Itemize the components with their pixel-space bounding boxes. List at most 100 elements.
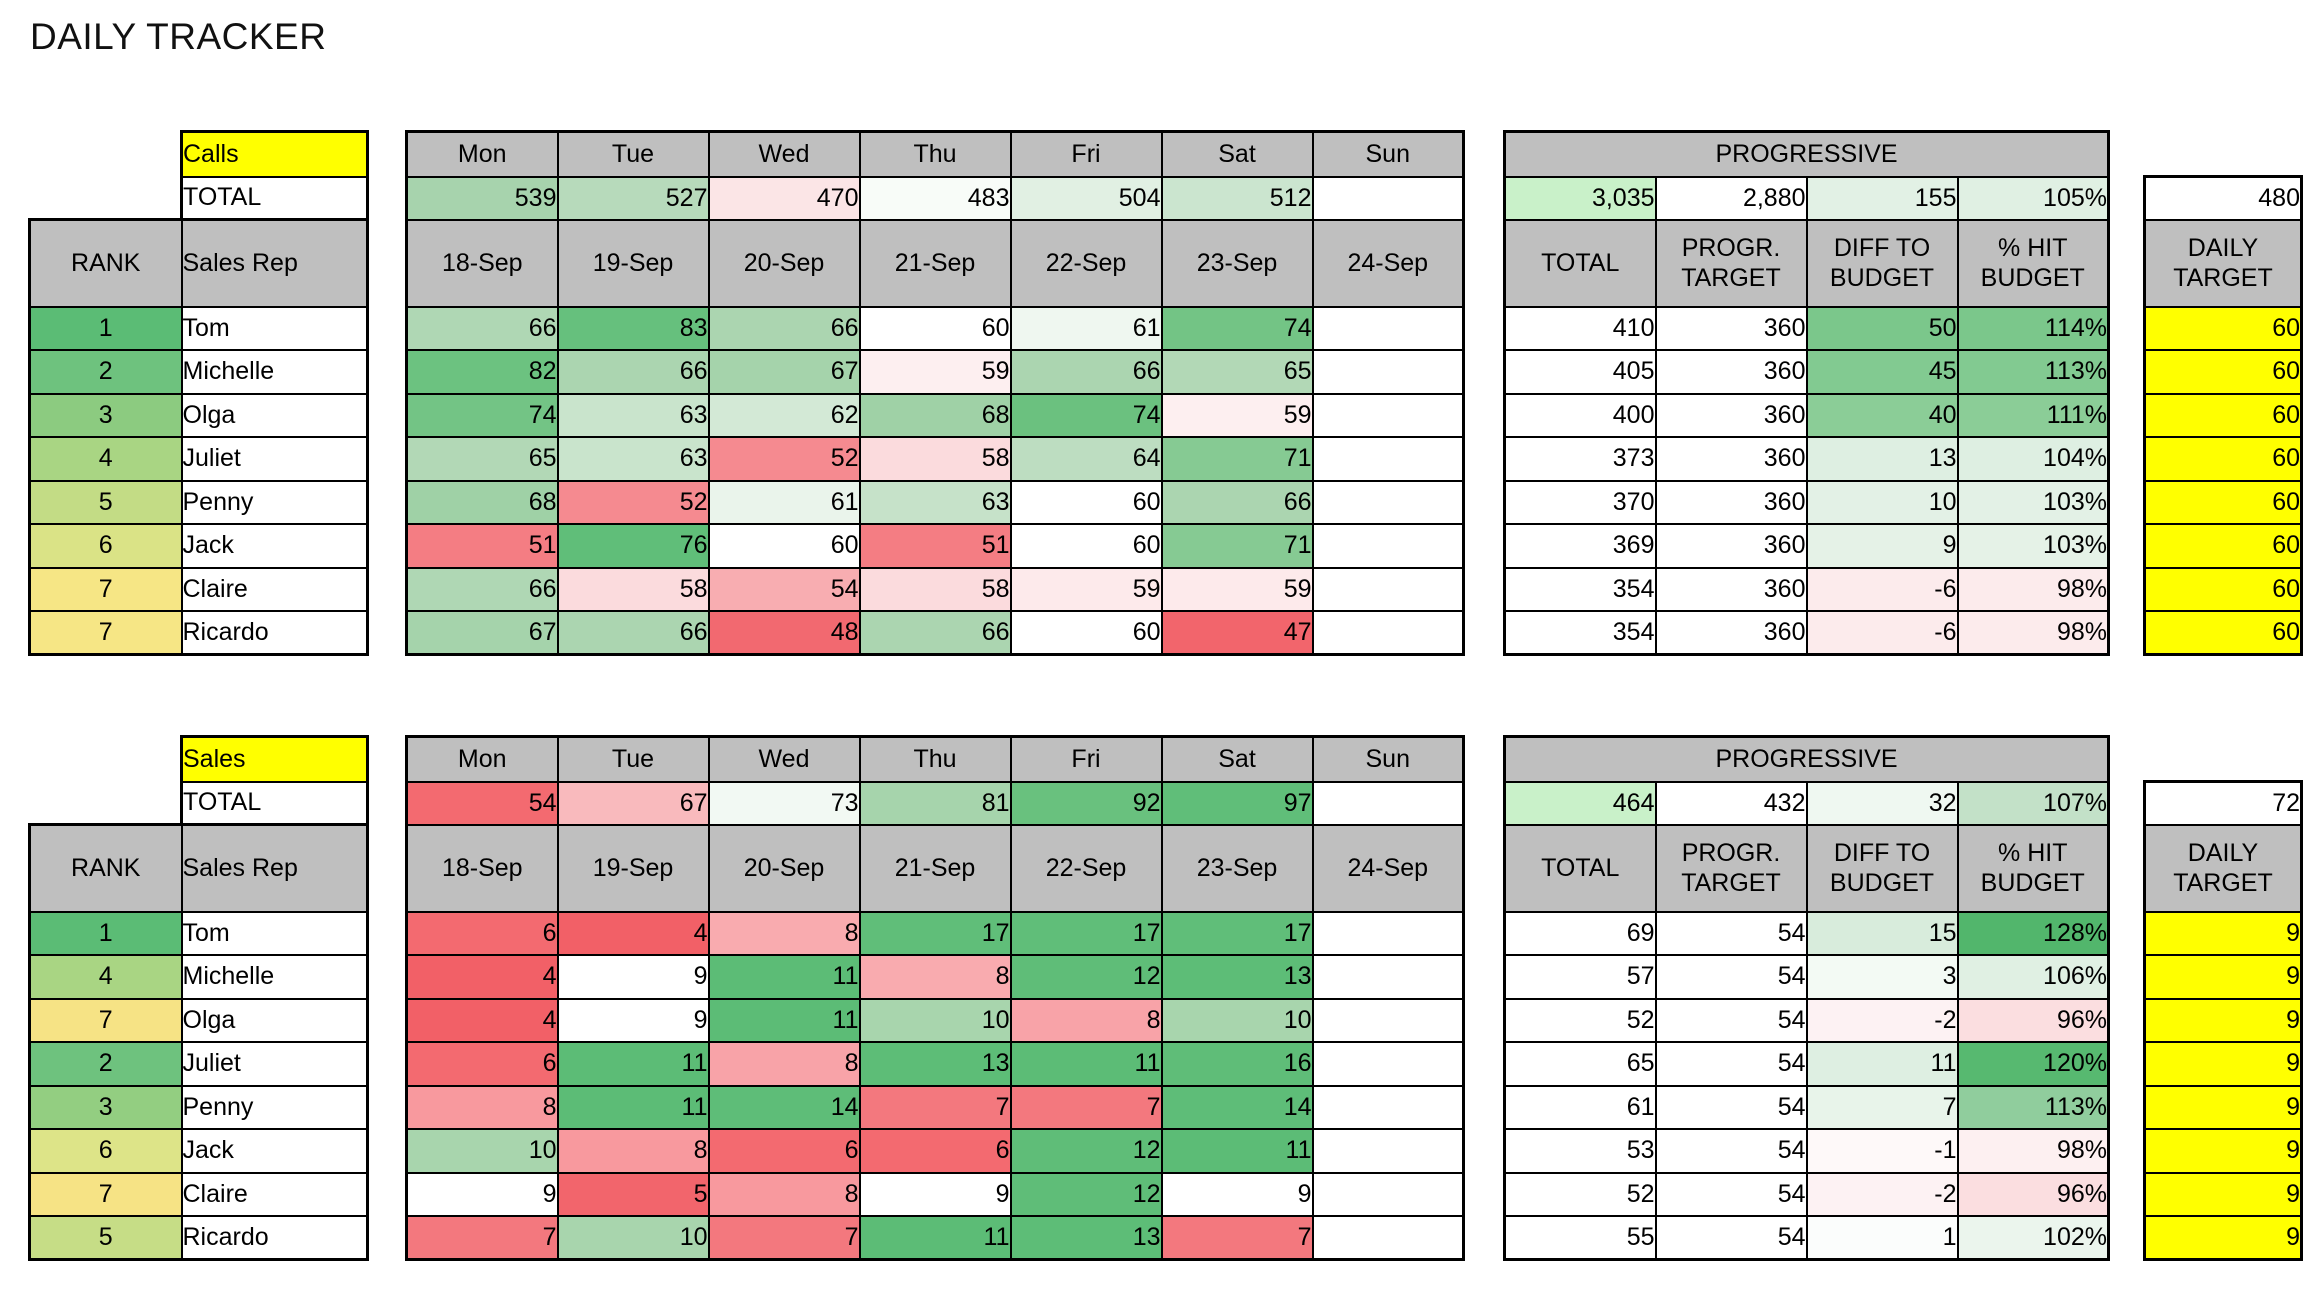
day-value-cell[interactable]: 11: [858, 1215, 1012, 1261]
date-header-cell[interactable]: 23-Sep: [1160, 218, 1314, 308]
daily-target-cell[interactable]: 60: [2143, 610, 2303, 656]
progressive-value-cell[interactable]: 10: [1805, 479, 1959, 525]
day-header-cell[interactable]: Thu: [858, 735, 1012, 783]
day-value-cell[interactable]: 66: [1160, 479, 1314, 525]
rank-cell[interactable]: 7: [28, 610, 183, 656]
day-value-cell[interactable]: [1311, 997, 1465, 1043]
day-value-cell[interactable]: 61: [1009, 305, 1163, 351]
progressive-value-cell[interactable]: 3: [1805, 954, 1959, 1000]
day-value-cell[interactable]: 14: [707, 1084, 861, 1130]
day-value-cell[interactable]: 76: [556, 523, 710, 569]
daily-target-cell[interactable]: 9: [2143, 954, 2303, 1000]
progressive-value-cell[interactable]: 53: [1503, 1128, 1657, 1174]
day-value-cell[interactable]: 7: [405, 1215, 559, 1261]
day-total-cell[interactable]: 512: [1160, 175, 1314, 221]
day-total-cell[interactable]: 81: [858, 780, 1012, 826]
progressive-total-cell[interactable]: 2,880: [1654, 175, 1808, 221]
progressive-header-cell[interactable]: DIFF TO BUDGET: [1805, 218, 1959, 308]
rank-cell[interactable]: 5: [28, 479, 183, 525]
rep-cell[interactable]: Jack: [180, 523, 369, 569]
date-header-cell[interactable]: 22-Sep: [1009, 823, 1163, 913]
day-value-cell[interactable]: 63: [556, 436, 710, 482]
date-header-cell[interactable]: 21-Sep: [858, 218, 1012, 308]
date-header-cell[interactable]: 20-Sep: [707, 218, 861, 308]
day-value-cell[interactable]: 59: [858, 349, 1012, 395]
day-total-cell[interactable]: 54: [405, 780, 559, 826]
day-value-cell[interactable]: 8: [858, 954, 1012, 1000]
day-value-cell[interactable]: 11: [1009, 1041, 1163, 1087]
day-value-cell[interactable]: 74: [1009, 392, 1163, 438]
day-value-cell[interactable]: 16: [1160, 1041, 1314, 1087]
day-value-cell[interactable]: 8: [1009, 997, 1163, 1043]
daily-target-cell[interactable]: 9: [2143, 1171, 2303, 1217]
progressive-value-cell[interactable]: 360: [1654, 523, 1808, 569]
day-total-cell[interactable]: 470: [707, 175, 861, 221]
progressive-value-cell[interactable]: 360: [1654, 479, 1808, 525]
day-value-cell[interactable]: 66: [556, 610, 710, 656]
progressive-value-cell[interactable]: 52: [1503, 1171, 1657, 1217]
day-value-cell[interactable]: 7: [858, 1084, 1012, 1130]
day-value-cell[interactable]: 83: [556, 305, 710, 351]
day-header-cell[interactable]: Sun: [1311, 735, 1465, 783]
rep-cell[interactable]: Olga: [180, 392, 369, 438]
day-value-cell[interactable]: 59: [1160, 566, 1314, 612]
rep-cell[interactable]: Penny: [180, 1084, 369, 1130]
progressive-value-cell[interactable]: 96%: [1956, 1171, 2110, 1217]
section-label[interactable]: Calls: [180, 130, 369, 178]
day-value-cell[interactable]: [1311, 392, 1465, 438]
progressive-value-cell[interactable]: 114%: [1956, 305, 2110, 351]
day-value-cell[interactable]: [1311, 479, 1465, 525]
progressive-value-cell[interactable]: 128%: [1956, 910, 2110, 956]
day-value-cell[interactable]: 4: [405, 954, 559, 1000]
day-value-cell[interactable]: 4: [556, 910, 710, 956]
progressive-value-cell[interactable]: 360: [1654, 436, 1808, 482]
progressive-value-cell[interactable]: 405: [1503, 349, 1657, 395]
day-header-cell[interactable]: Fri: [1009, 735, 1163, 783]
day-value-cell[interactable]: 12: [1009, 1171, 1163, 1217]
daily-target-cell[interactable]: 9: [2143, 997, 2303, 1043]
day-value-cell[interactable]: 64: [1009, 436, 1163, 482]
section-label[interactable]: Sales: [180, 735, 369, 783]
day-value-cell[interactable]: 66: [405, 305, 559, 351]
date-header-cell[interactable]: 24-Sep: [1311, 218, 1465, 308]
date-header-cell[interactable]: 21-Sep: [858, 823, 1012, 913]
day-value-cell[interactable]: 6: [707, 1128, 861, 1174]
rep-cell[interactable]: Tom: [180, 305, 369, 351]
daily-target-cell[interactable]: 9: [2143, 1041, 2303, 1087]
progressive-value-cell[interactable]: 103%: [1956, 523, 2110, 569]
day-total-cell[interactable]: 97: [1160, 780, 1314, 826]
day-value-cell[interactable]: 61: [707, 479, 861, 525]
daily-target-cell[interactable]: 9: [2143, 1128, 2303, 1174]
day-value-cell[interactable]: 10: [1160, 997, 1314, 1043]
rank-cell[interactable]: 1: [28, 910, 183, 956]
progressive-value-cell[interactable]: 370: [1503, 479, 1657, 525]
rep-cell[interactable]: Tom: [180, 910, 369, 956]
progressive-value-cell[interactable]: 40: [1805, 392, 1959, 438]
day-value-cell[interactable]: 66: [405, 566, 559, 612]
rank-cell[interactable]: 4: [28, 954, 183, 1000]
day-value-cell[interactable]: 14: [1160, 1084, 1314, 1130]
progressive-total-cell[interactable]: 3,035: [1503, 175, 1657, 221]
day-value-cell[interactable]: [1311, 1041, 1465, 1087]
day-value-cell[interactable]: 66: [858, 610, 1012, 656]
rep-header-cell[interactable]: Sales Rep: [180, 823, 369, 913]
day-value-cell[interactable]: 11: [556, 1084, 710, 1130]
rank-cell[interactable]: 3: [28, 1084, 183, 1130]
day-value-cell[interactable]: 11: [556, 1041, 710, 1087]
progressive-value-cell[interactable]: 13: [1805, 436, 1959, 482]
progressive-value-cell[interactable]: 410: [1503, 305, 1657, 351]
progressive-value-cell[interactable]: 15: [1805, 910, 1959, 956]
day-value-cell[interactable]: 65: [1160, 349, 1314, 395]
rank-header-cell[interactable]: RANK: [28, 218, 183, 308]
progressive-value-cell[interactable]: 354: [1503, 610, 1657, 656]
day-header-cell[interactable]: Mon: [405, 735, 559, 783]
day-value-cell[interactable]: 7: [1009, 1084, 1163, 1130]
daily-target-total-cell[interactable]: 72: [2143, 780, 2303, 826]
progressive-value-cell[interactable]: 360: [1654, 305, 1808, 351]
progressive-value-cell[interactable]: 98%: [1956, 610, 2110, 656]
progressive-value-cell[interactable]: 360: [1654, 566, 1808, 612]
day-value-cell[interactable]: 63: [858, 479, 1012, 525]
day-value-cell[interactable]: 8: [707, 1041, 861, 1087]
progressive-value-cell[interactable]: 7: [1805, 1084, 1959, 1130]
progressive-value-cell[interactable]: 354: [1503, 566, 1657, 612]
